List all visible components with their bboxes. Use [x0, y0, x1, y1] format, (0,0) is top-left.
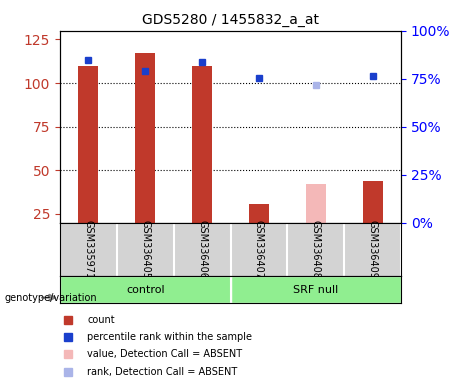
Bar — [135, 53, 155, 223]
Text: percentile rank within the sample: percentile rank within the sample — [88, 332, 252, 342]
Text: GSM335971: GSM335971 — [83, 220, 94, 279]
Text: GSM336409: GSM336409 — [367, 220, 378, 279]
Text: value, Detection Call = ABSENT: value, Detection Call = ABSENT — [88, 349, 242, 359]
Bar — [306, 184, 326, 223]
Text: GSM336408: GSM336408 — [311, 220, 321, 279]
Text: rank, Detection Call = ABSENT: rank, Detection Call = ABSENT — [88, 366, 237, 377]
Text: genotype/variation: genotype/variation — [5, 293, 97, 303]
Text: count: count — [88, 314, 115, 325]
Title: GDS5280 / 1455832_a_at: GDS5280 / 1455832_a_at — [142, 13, 319, 27]
Text: GSM336407: GSM336407 — [254, 220, 264, 279]
FancyBboxPatch shape — [60, 276, 230, 303]
FancyBboxPatch shape — [230, 276, 401, 303]
Text: GSM336406: GSM336406 — [197, 220, 207, 279]
Bar — [249, 204, 269, 223]
Text: SRF null: SRF null — [293, 285, 338, 295]
Text: GSM336405: GSM336405 — [140, 220, 150, 279]
Text: control: control — [126, 285, 165, 295]
Bar — [363, 181, 383, 223]
Bar — [78, 66, 98, 223]
Bar — [192, 66, 212, 223]
